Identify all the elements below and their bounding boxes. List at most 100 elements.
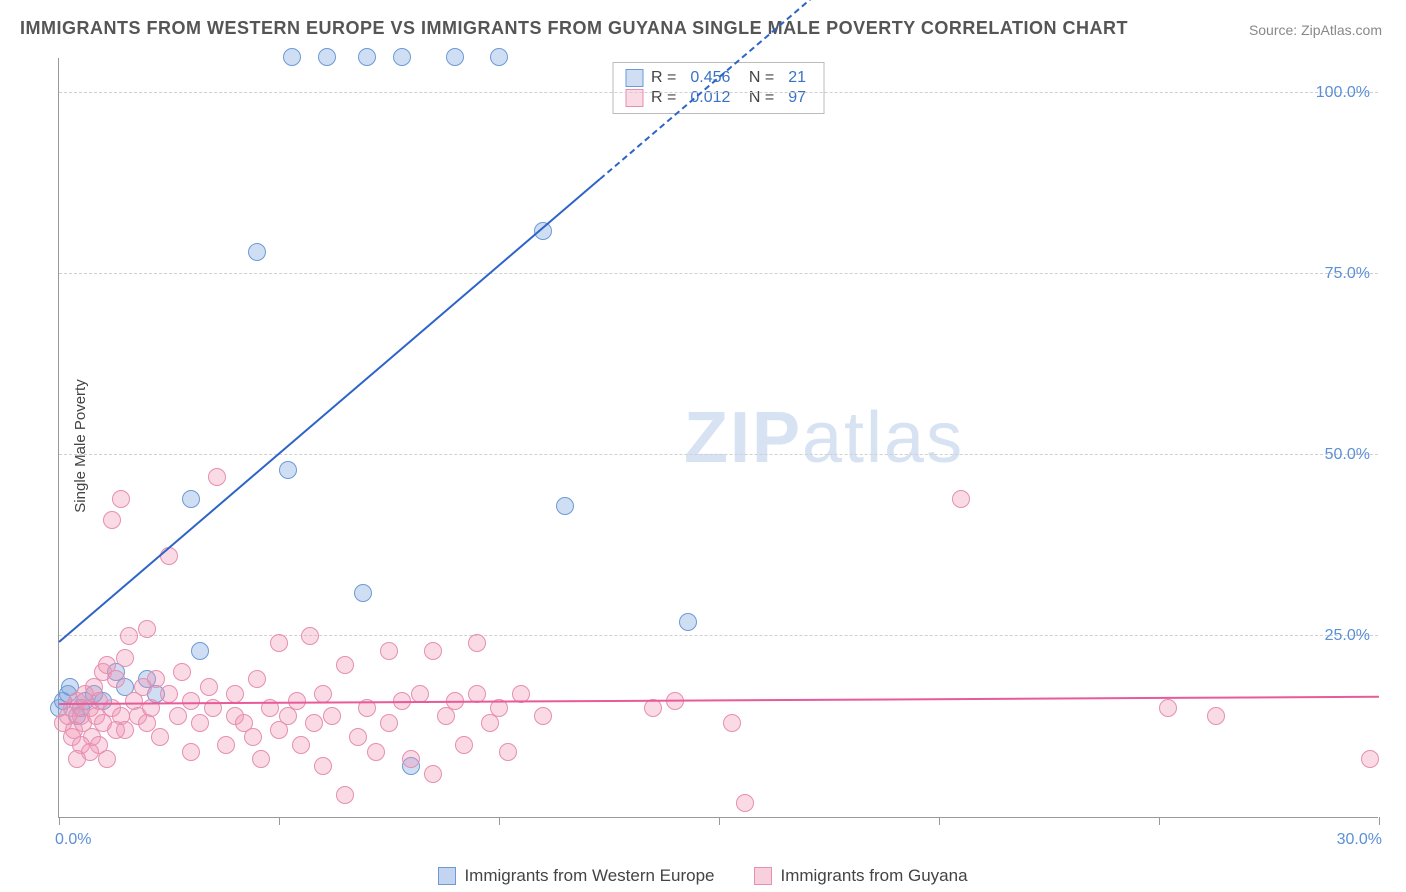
scatter-point bbox=[644, 699, 662, 717]
scatter-point bbox=[952, 490, 970, 508]
scatter-point bbox=[160, 685, 178, 703]
chart-title: IMMIGRANTS FROM WESTERN EUROPE VS IMMIGR… bbox=[20, 18, 1128, 39]
scatter-point bbox=[318, 48, 336, 66]
source-label: Source: ZipAtlas.com bbox=[1249, 22, 1382, 38]
scatter-point bbox=[217, 736, 235, 754]
scatter-point bbox=[679, 613, 697, 631]
scatter-point bbox=[490, 48, 508, 66]
scatter-point bbox=[367, 743, 385, 761]
scatter-point bbox=[424, 642, 442, 660]
x-tick-label: 30.0% bbox=[1337, 831, 1382, 849]
scatter-point bbox=[248, 670, 266, 688]
y-tick-label: 75.0% bbox=[1325, 265, 1370, 283]
scatter-point bbox=[270, 634, 288, 652]
scatter-point bbox=[292, 736, 310, 754]
scatter-point bbox=[358, 48, 376, 66]
x-tick bbox=[939, 817, 940, 825]
scatter-point bbox=[534, 707, 552, 725]
scatter-point bbox=[120, 627, 138, 645]
scatter-point bbox=[723, 714, 741, 732]
legend-swatch bbox=[438, 867, 456, 885]
gridline bbox=[59, 92, 1378, 93]
scatter-point bbox=[138, 620, 156, 638]
scatter-point bbox=[151, 728, 169, 746]
x-tick bbox=[59, 817, 60, 825]
stat-n-label: N = bbox=[744, 69, 774, 87]
scatter-point bbox=[336, 786, 354, 804]
scatter-point bbox=[468, 634, 486, 652]
scatter-point bbox=[556, 497, 574, 515]
scatter-point bbox=[1361, 750, 1379, 768]
scatter-point bbox=[226, 685, 244, 703]
scatter-point bbox=[393, 48, 411, 66]
scatter-point bbox=[499, 743, 517, 761]
scatter-point bbox=[200, 678, 218, 696]
x-tick-label: 0.0% bbox=[55, 831, 91, 849]
scatter-point bbox=[446, 48, 464, 66]
watermark: ZIPatlas bbox=[684, 397, 964, 479]
chart-plot-area: ZIPatlas R =0.456 N =21R =0.012 N =97 25… bbox=[58, 58, 1378, 818]
stat-r-label: R = bbox=[651, 69, 676, 87]
scatter-point bbox=[208, 468, 226, 486]
gridline bbox=[59, 273, 1378, 274]
scatter-point bbox=[305, 714, 323, 732]
x-tick bbox=[1159, 817, 1160, 825]
legend-item: Immigrants from Guyana bbox=[754, 866, 967, 886]
scatter-point bbox=[173, 663, 191, 681]
scatter-point bbox=[314, 757, 332, 775]
scatter-point bbox=[107, 670, 125, 688]
scatter-point bbox=[455, 736, 473, 754]
scatter-point bbox=[424, 765, 442, 783]
legend-label: Immigrants from Guyana bbox=[780, 866, 967, 886]
scatter-point bbox=[1159, 699, 1177, 717]
scatter-point bbox=[182, 743, 200, 761]
scatter-point bbox=[283, 48, 301, 66]
scatter-point bbox=[191, 714, 209, 732]
scatter-point bbox=[182, 490, 200, 508]
scatter-point bbox=[116, 649, 134, 667]
trend-line bbox=[58, 178, 600, 643]
legend-item: Immigrants from Western Europe bbox=[438, 866, 714, 886]
x-tick bbox=[719, 817, 720, 825]
scatter-point bbox=[380, 642, 398, 660]
scatter-point bbox=[98, 750, 116, 768]
scatter-point bbox=[68, 750, 86, 768]
scatter-point bbox=[354, 584, 372, 602]
y-tick-label: 100.0% bbox=[1316, 84, 1370, 102]
legend-label: Immigrants from Western Europe bbox=[464, 866, 714, 886]
trend-line bbox=[59, 696, 1379, 705]
scatter-point bbox=[191, 642, 209, 660]
gridline bbox=[59, 635, 1378, 636]
scatter-point bbox=[244, 728, 262, 746]
y-tick-label: 50.0% bbox=[1325, 446, 1370, 464]
scatter-point bbox=[279, 461, 297, 479]
bottom-legend: Immigrants from Western Europe Immigrants… bbox=[0, 866, 1406, 886]
scatter-point bbox=[103, 511, 121, 529]
scatter-point bbox=[1207, 707, 1225, 725]
y-tick-label: 25.0% bbox=[1325, 627, 1370, 645]
scatter-point bbox=[380, 714, 398, 732]
stat-n-value: 21 bbox=[788, 69, 806, 87]
legend-swatch bbox=[754, 867, 772, 885]
scatter-point bbox=[112, 490, 130, 508]
scatter-point bbox=[349, 728, 367, 746]
x-tick bbox=[1379, 817, 1380, 825]
x-tick bbox=[499, 817, 500, 825]
scatter-point bbox=[736, 794, 754, 812]
x-tick bbox=[279, 817, 280, 825]
scatter-point bbox=[248, 243, 266, 261]
scatter-point bbox=[323, 707, 341, 725]
scatter-point bbox=[169, 707, 187, 725]
scatter-point bbox=[301, 627, 319, 645]
scatter-point bbox=[182, 692, 200, 710]
scatter-point bbox=[107, 721, 125, 739]
scatter-point bbox=[63, 728, 81, 746]
scatter-point bbox=[147, 670, 165, 688]
gridline bbox=[59, 454, 1378, 455]
scatter-point bbox=[314, 685, 332, 703]
series-swatch bbox=[625, 69, 643, 87]
scatter-point bbox=[336, 656, 354, 674]
scatter-point bbox=[252, 750, 270, 768]
stats-legend-box: R =0.456 N =21R =0.012 N =97 bbox=[612, 62, 825, 114]
scatter-point bbox=[402, 750, 420, 768]
